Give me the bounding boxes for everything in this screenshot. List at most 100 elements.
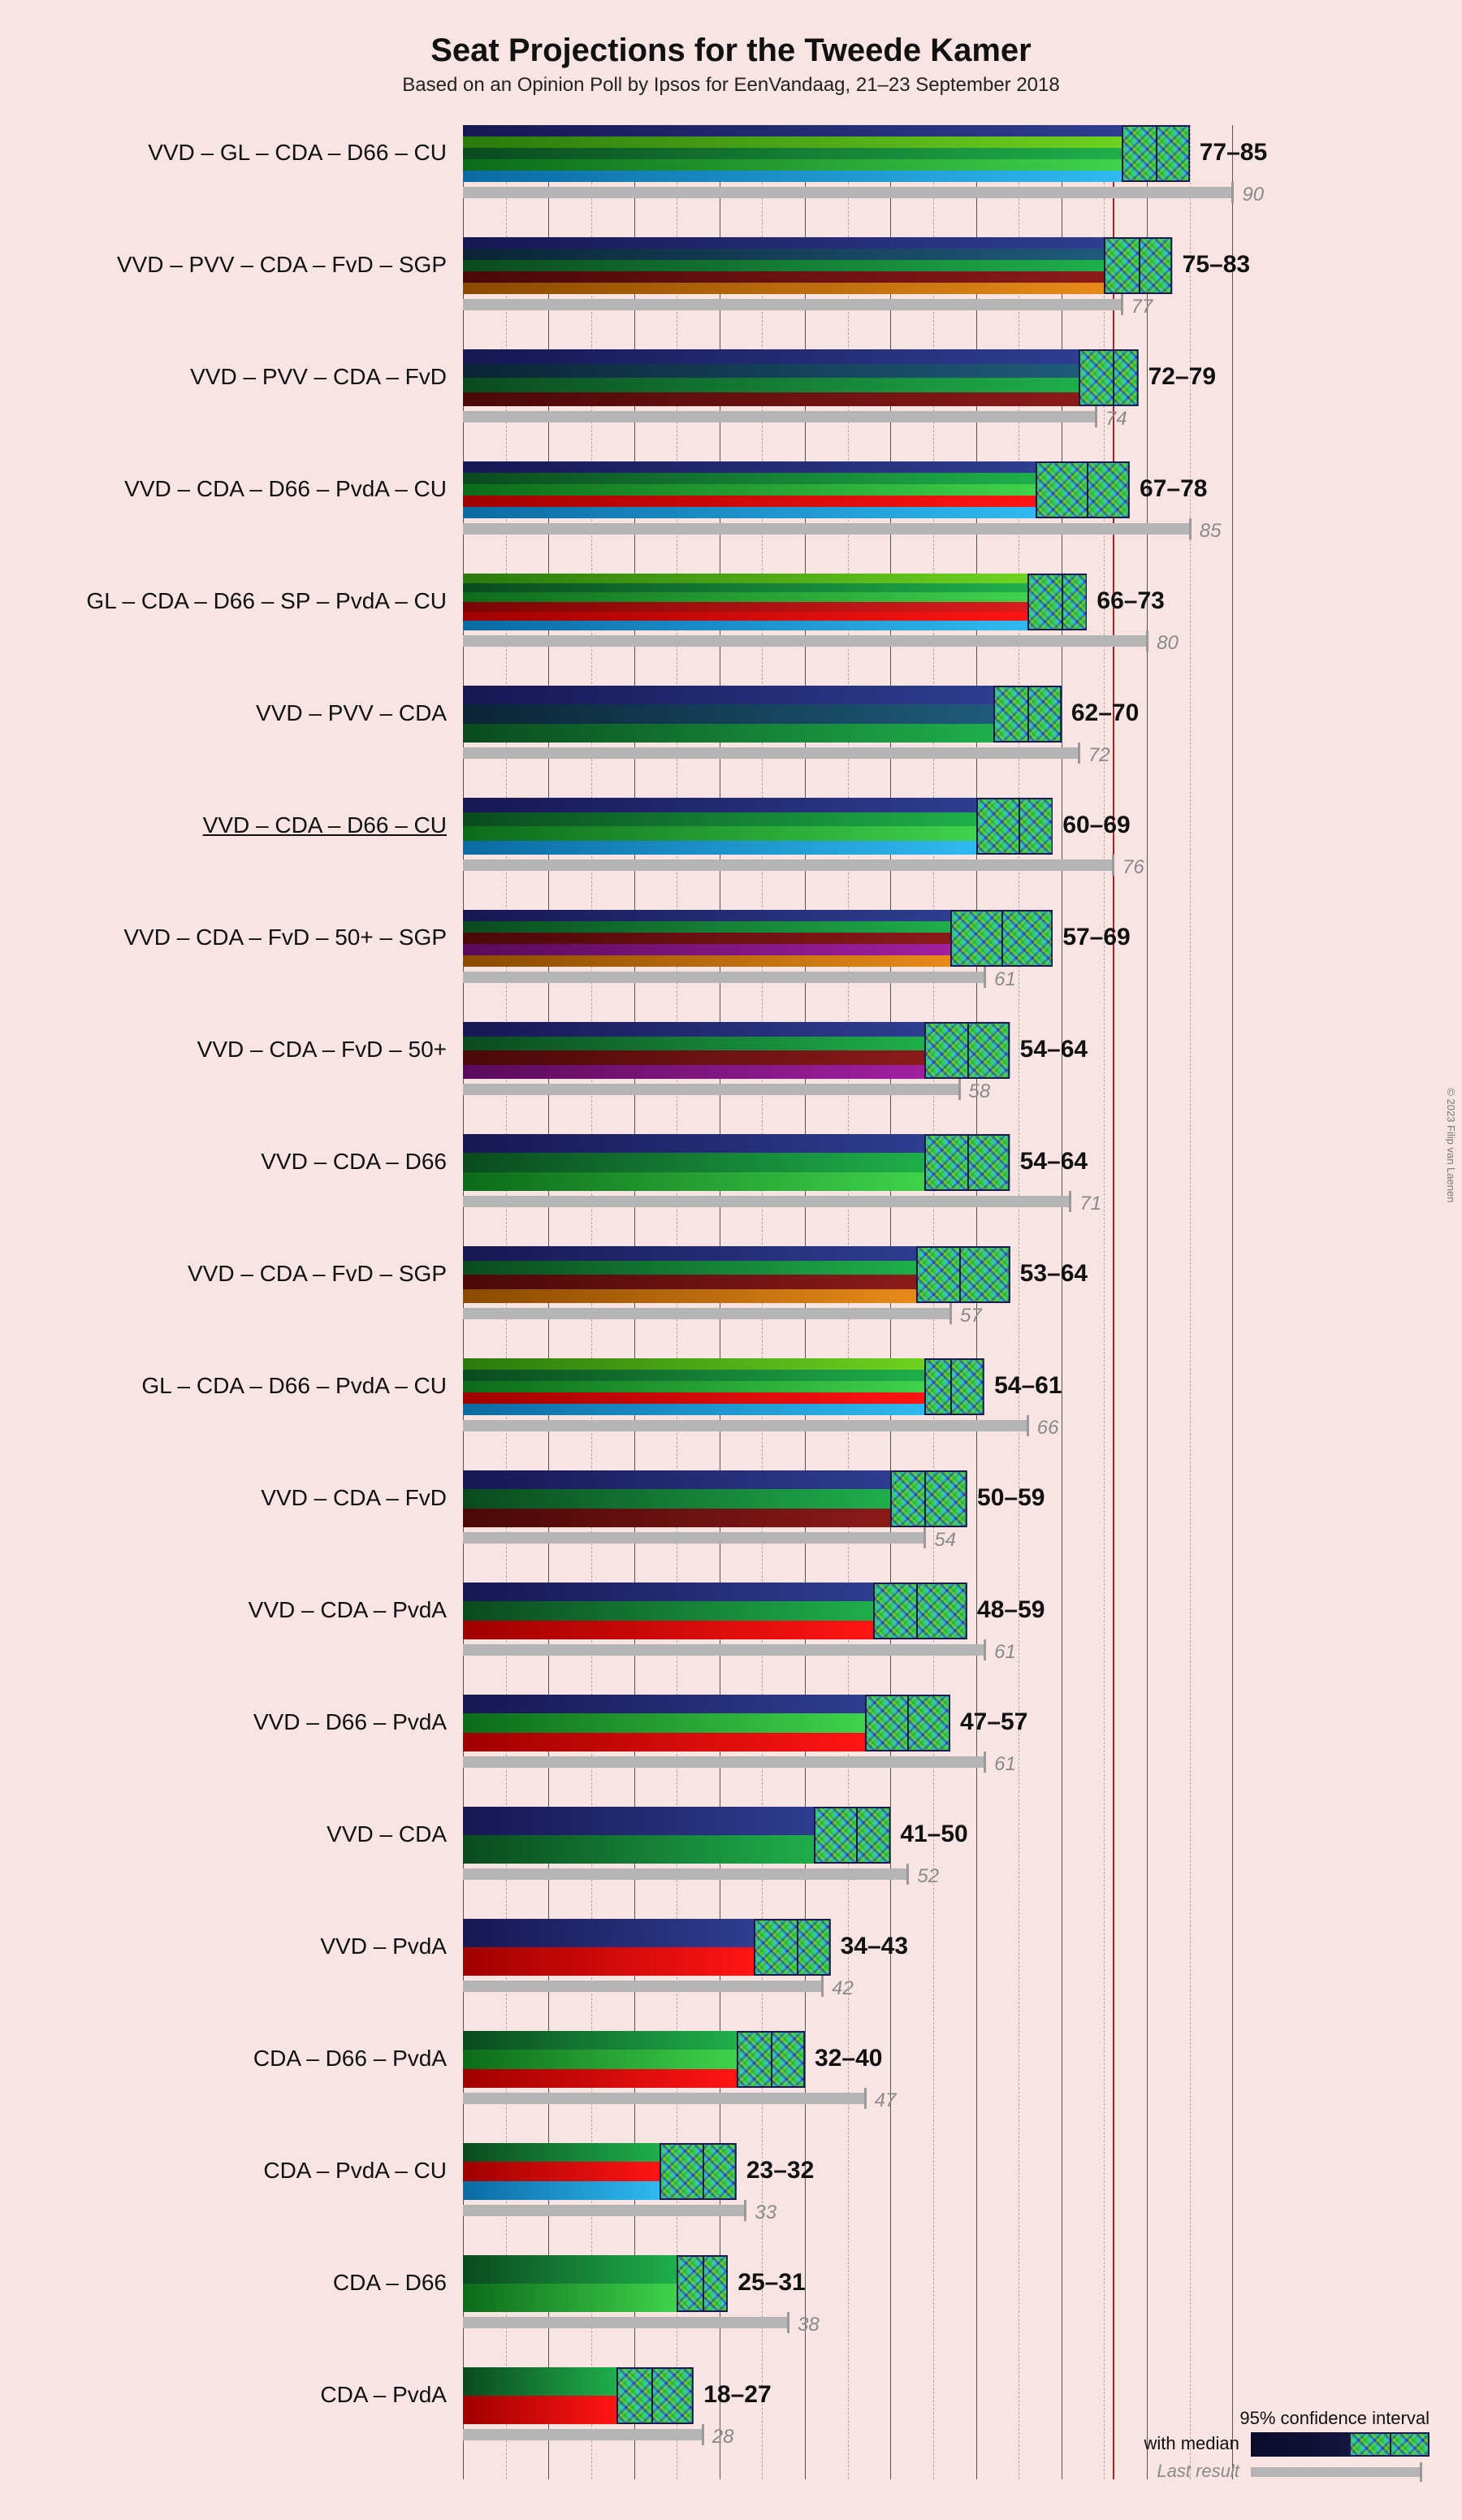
median-marker [959,1246,961,1303]
last-result-value: 47 [875,2089,897,2112]
last-result-tick [1146,630,1148,652]
chart-title: Seat Projections for the Tweede Kamer [24,32,1438,69]
last-result-value: 72 [1088,744,1110,767]
party-stripe [463,2367,616,2396]
party-stripe [463,910,950,921]
party-stripe [463,473,1036,484]
median-marker [1001,910,1003,967]
last-result-bar [463,1868,907,1880]
coalition-label: VVD – CDA – PvdA [24,1597,447,1623]
coalition-row: VVD – CDA41–5052 [463,1807,1275,1912]
last-result-tick [1231,182,1234,203]
last-result-value: 57 [960,1305,982,1327]
party-stripe [463,1404,924,1415]
range-value: 23–32 [746,2157,814,2184]
coalition-label: VVD – PvdA [24,1933,447,1959]
party-stripe [463,1370,924,1381]
party-stripe [463,1037,924,1051]
last-result-bar [463,2093,865,2104]
last-result-tick [984,967,986,988]
party-stripe [463,1713,865,1732]
last-result-bar [463,635,1147,647]
party-stripe [463,1807,814,1835]
party-stripe [463,2143,660,2162]
party-stripe [463,1695,865,1713]
party-stripe [463,125,1122,136]
party-stripe [463,2396,616,2424]
confidence-interval-box [916,1246,1010,1303]
party-stripe [463,602,1027,612]
party-stripe [463,1947,754,1976]
last-result-value: 28 [712,2426,734,2449]
last-result-bar [463,2429,703,2440]
party-stripe [463,944,950,955]
coalition-label: VVD – CDA – D66 [24,1149,447,1175]
party-stripe [463,496,1036,507]
median-marker [703,2255,704,2312]
median-marker [1156,125,1157,182]
range-value: 54–61 [994,1372,1062,1400]
party-stripe [463,686,993,704]
coalition-label: VVD – CDA – D66 – CU [24,812,447,838]
last-result-bar [463,1644,984,1656]
last-result-value: 71 [1079,1193,1101,1215]
party-stripe [463,392,1079,407]
party-stripe [463,171,1122,182]
coalition-row: VVD – D66 – PvdA47–5761 [463,1695,1275,1800]
last-result-bar [463,1196,1070,1207]
coalition-row: VVD – CDA – D6654–6471 [463,1134,1275,1240]
last-result-tick [958,1079,961,1100]
coalition-label: GL – CDA – D66 – PvdA – CU [24,1373,447,1399]
coalition-label: VVD – CDA – FvD – 50+ – SGP [24,924,447,950]
coalition-row: VVD – CDA – FvD – 50+54–6458 [463,1022,1275,1128]
coalition-row: VVD – GL – CDA – D66 – CU77–8590 [463,125,1275,231]
party-stripe [463,592,1027,602]
range-value: 53–64 [1020,1260,1088,1288]
last-result-bar [463,2205,745,2216]
median-marker [1062,574,1063,630]
last-result-value: 52 [917,1865,939,1888]
party-stripe [463,507,1036,518]
median-marker [1087,461,1088,518]
party-stripe [463,798,976,812]
confidence-interval-box [616,2367,694,2424]
coalition-label: VVD – CDA – FvD – 50+ [24,1037,447,1063]
median-marker [797,1919,798,1976]
party-stripe [463,2069,737,2088]
party-stripe [463,2050,737,2068]
median-marker [651,2367,653,2424]
party-stripe [463,2031,737,2050]
confidence-interval-box [976,798,1053,855]
coalition-label: VVD – D66 – PvdA [24,1709,447,1735]
coalition-label: CDA – PvdA – CU [24,2158,447,2184]
last-result-tick [984,1751,986,1773]
party-stripe [463,1489,890,1508]
median-marker [703,2143,704,2200]
party-stripe [463,260,1104,271]
party-stripe [463,1358,924,1370]
confidence-interval-box [1027,574,1088,630]
party-stripe [463,159,1122,171]
party-stripe [463,1621,873,1639]
party-stripe [463,841,976,855]
median-marker [916,1583,918,1639]
party-stripe [463,955,950,967]
last-result-value: 42 [832,1977,854,2000]
party-stripe [463,1289,916,1304]
chart-area: VVD – GL – CDA – D66 – CU77–8590VVD – PV… [463,125,1275,2479]
legend-last-label: Last result [1157,2461,1239,2481]
copyright-label: © 2023 Filip van Laenen [1445,1088,1457,1202]
party-stripe [463,1381,924,1392]
last-result-value: 54 [934,1529,956,1552]
last-result-tick [984,1639,986,1661]
page: Seat Projections for the Tweede Kamer Ba… [0,0,1462,2520]
range-value: 32–40 [815,2045,882,2072]
coalition-row: VVD – PvdA34–4342 [463,1919,1275,2024]
confidence-interval-box [1036,461,1130,518]
party-stripe [463,1134,924,1153]
confidence-interval-box [1079,349,1139,406]
party-stripe [463,378,1079,392]
party-stripe [463,2284,677,2312]
last-result-bar [463,1756,984,1768]
legend-ci-line1: 95% confidence interval [1144,2408,1430,2429]
